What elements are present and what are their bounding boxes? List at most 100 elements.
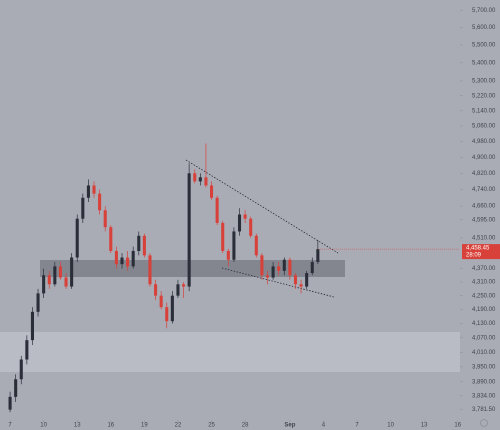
- y-tick-label: 4,510.00: [472, 236, 496, 242]
- support-zone: [0, 332, 460, 372]
- trend-line-upper: [185, 159, 339, 254]
- candle-body: [42, 275, 46, 294]
- y-tick-label: 4,980.00: [472, 139, 496, 145]
- x-tick-label: 7: [8, 423, 12, 429]
- y-tick-label: 3,950.00: [472, 364, 496, 370]
- y-tick-label: 5,600.00: [472, 25, 496, 31]
- candle-body: [204, 177, 208, 186]
- candle-body: [182, 284, 186, 287]
- candle-body: [154, 284, 158, 296]
- candle-body: [254, 235, 258, 256]
- y-tick-label: 4,250.00: [472, 293, 496, 299]
- candle-body: [114, 250, 118, 265]
- x-tick-label: 22: [175, 423, 182, 429]
- y-tick-label: 3,890.00: [472, 379, 496, 385]
- candle-body: [221, 222, 225, 251]
- y-tick-label: 4,010.00: [472, 350, 496, 356]
- candle-body: [53, 266, 57, 285]
- candle-body: [282, 259, 286, 271]
- candle-body: [265, 275, 270, 278]
- candle-body: [25, 340, 29, 360]
- x-tick-label: 7: [355, 423, 359, 429]
- x-tick-label: 16: [454, 423, 461, 429]
- x-tick-label: 28: [242, 423, 249, 429]
- x-tick-label: 4: [322, 423, 326, 429]
- y-tick-label: 4,660.00: [472, 204, 496, 210]
- candle-body: [8, 396, 12, 410]
- candle-body: [310, 261, 314, 274]
- candle-body: [243, 214, 247, 219]
- candle-body: [226, 250, 230, 260]
- last-price-label: 4,458.45: [466, 246, 490, 252]
- candle-body: [316, 249, 320, 262]
- y-tick-label: 5,300.00: [472, 79, 496, 85]
- candle-body: [232, 231, 236, 260]
- candle-body: [64, 277, 68, 287]
- candle-body: [271, 266, 275, 278]
- y-tick-label: 4,370.00: [472, 266, 496, 272]
- y-tick-label: 5,140.00: [472, 108, 496, 114]
- candle-body: [293, 275, 298, 285]
- candle-body: [305, 273, 309, 287]
- candle-body: [170, 295, 174, 322]
- trend-line-lower: [221, 267, 335, 298]
- candle-body: [260, 255, 264, 276]
- candle-body: [237, 214, 242, 232]
- y-tick-label: 4,130.00: [472, 321, 496, 327]
- x-tick-label: 16: [107, 423, 114, 429]
- candle-body: [131, 250, 135, 267]
- candle-body: [19, 359, 23, 380]
- x-tick-label: 13: [421, 423, 428, 429]
- x-tick-label: 13: [74, 423, 81, 429]
- candle-body: [103, 210, 107, 228]
- candle-body: [58, 266, 62, 278]
- candle-body: [86, 185, 90, 198]
- candle-body: [209, 185, 214, 198]
- candle-body: [142, 235, 146, 256]
- settings-icon[interactable]: [480, 419, 488, 427]
- axes: 5,700.00 5,600.00 5,500.00 5,400.00 5,300.00…: [8, 8, 500, 429]
- candle-body: [249, 218, 253, 236]
- y-tick-label: 5,060.00: [472, 124, 496, 130]
- y-tick-label: 5,500.00: [472, 42, 496, 48]
- candle-body: [187, 173, 191, 287]
- y-tick-label: 3,781.50: [472, 407, 496, 413]
- candle-body: [165, 307, 169, 322]
- y-tick-label: 4,900.00: [472, 155, 496, 161]
- x-tick-label: 10: [40, 423, 47, 429]
- y-tick-label: 5,400.00: [472, 60, 496, 66]
- candle-body: [198, 177, 202, 182]
- y-tick-label: 4,310.00: [472, 280, 496, 286]
- candle-body: [137, 235, 141, 251]
- y-tick-label: 4,820.00: [472, 171, 496, 177]
- candle-body: [193, 173, 197, 182]
- candle-body: [215, 197, 219, 223]
- candle-body: [70, 257, 74, 287]
- candle-body: [92, 185, 96, 194]
- candle-body: [14, 379, 18, 397]
- y-tick-label: 5,700.00: [472, 8, 496, 14]
- y-tick-label: 4,070.00: [472, 335, 496, 341]
- countdown-label: 28:09: [466, 253, 482, 259]
- resistance-zone: [40, 260, 345, 277]
- candle-body: [176, 284, 180, 296]
- candle-body: [120, 257, 124, 265]
- candle-body: [299, 284, 303, 287]
- x-tick-label: 19: [141, 423, 148, 429]
- candle-body: [126, 257, 130, 267]
- candle-body: [30, 311, 34, 341]
- candle-body: [159, 295, 163, 308]
- y-tick-label: 4,190.00: [472, 307, 496, 313]
- y-tick-label: 3,834.00: [472, 393, 496, 399]
- candles: [8, 143, 320, 413]
- y-tick-label: 5,220.00: [472, 93, 496, 99]
- candle-body: [47, 275, 51, 285]
- candle-body: [75, 218, 79, 258]
- y-tick-label: 4,595.00: [472, 217, 496, 223]
- x-tick-label: 25: [208, 423, 215, 429]
- candle-body: [148, 255, 152, 285]
- candle-body: [36, 293, 40, 312]
- y-tick-label: 4,740.00: [472, 187, 496, 193]
- candle-body: [98, 193, 102, 211]
